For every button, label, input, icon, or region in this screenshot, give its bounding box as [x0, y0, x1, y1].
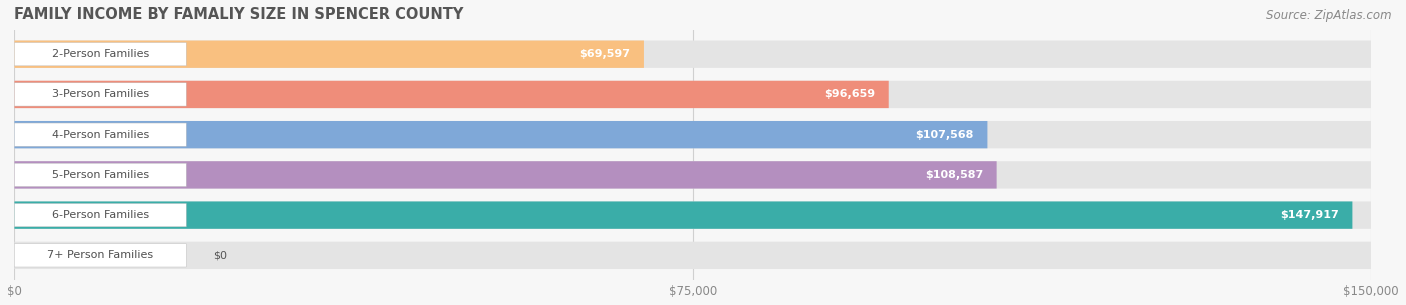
- FancyBboxPatch shape: [14, 161, 1371, 188]
- FancyBboxPatch shape: [14, 201, 1353, 229]
- Text: 7+ Person Families: 7+ Person Families: [48, 250, 153, 260]
- FancyBboxPatch shape: [14, 43, 186, 66]
- Text: 6-Person Families: 6-Person Families: [52, 210, 149, 220]
- FancyBboxPatch shape: [14, 121, 987, 148]
- Text: $147,917: $147,917: [1279, 210, 1339, 220]
- FancyBboxPatch shape: [14, 83, 186, 106]
- FancyBboxPatch shape: [14, 121, 1371, 148]
- FancyBboxPatch shape: [14, 201, 1371, 229]
- FancyBboxPatch shape: [14, 161, 997, 188]
- Text: $107,568: $107,568: [915, 130, 974, 140]
- FancyBboxPatch shape: [14, 123, 186, 146]
- Text: $96,659: $96,659: [824, 89, 875, 99]
- FancyBboxPatch shape: [14, 203, 186, 227]
- Text: $0: $0: [214, 250, 228, 260]
- Text: $108,587: $108,587: [925, 170, 983, 180]
- FancyBboxPatch shape: [14, 244, 186, 267]
- FancyBboxPatch shape: [14, 81, 889, 108]
- Text: FAMILY INCOME BY FAMALIY SIZE IN SPENCER COUNTY: FAMILY INCOME BY FAMALIY SIZE IN SPENCER…: [14, 7, 464, 22]
- Text: 4-Person Families: 4-Person Families: [52, 130, 149, 140]
- Text: Source: ZipAtlas.com: Source: ZipAtlas.com: [1267, 9, 1392, 22]
- Text: 2-Person Families: 2-Person Families: [52, 49, 149, 59]
- FancyBboxPatch shape: [14, 41, 644, 68]
- FancyBboxPatch shape: [14, 242, 1371, 269]
- Text: 3-Person Families: 3-Person Families: [52, 89, 149, 99]
- FancyBboxPatch shape: [14, 163, 186, 187]
- Text: 5-Person Families: 5-Person Families: [52, 170, 149, 180]
- FancyBboxPatch shape: [14, 81, 1371, 108]
- FancyBboxPatch shape: [14, 41, 1371, 68]
- Text: $69,597: $69,597: [579, 49, 630, 59]
